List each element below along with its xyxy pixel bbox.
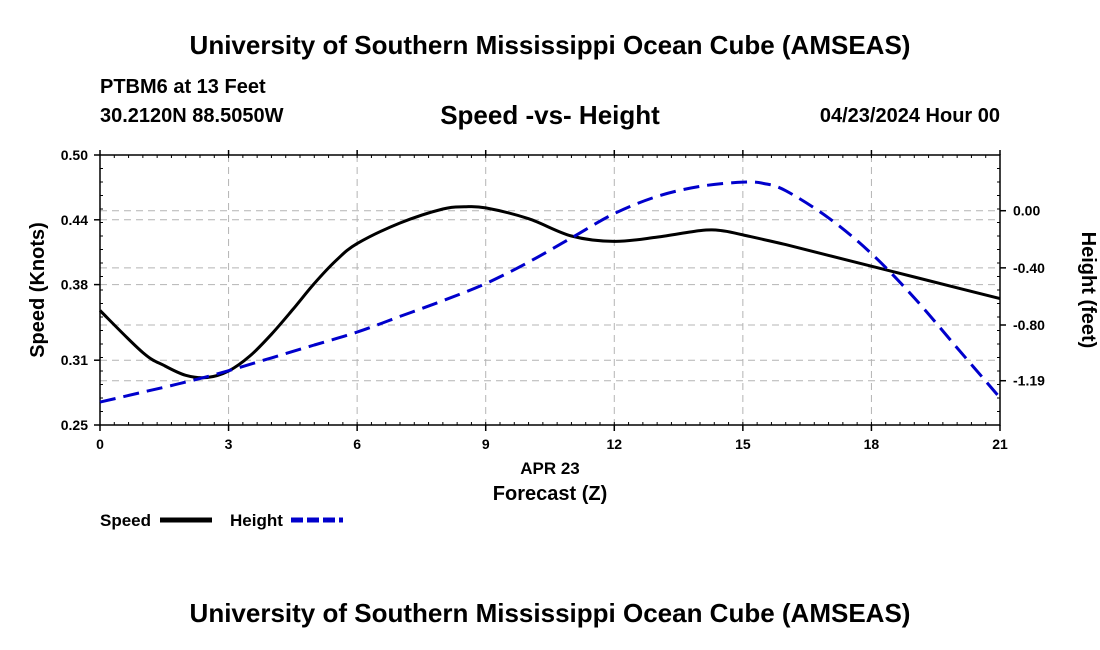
x-tick-label: 0 [96, 436, 104, 452]
x-tick-label: 9 [482, 436, 490, 452]
page-title: University of Southern Mississippi Ocean… [189, 30, 911, 60]
station-label: PTBM6 at 13 Feet [100, 76, 266, 98]
y-left-tick-label: 0.44 [61, 212, 88, 228]
x-tick-label: 21 [992, 436, 1008, 452]
coordinates-label: 30.2120N 88.5050W [100, 105, 284, 127]
y-left-axis-label: Speed (Knots) [27, 222, 49, 358]
y-right-tick-label: -1.19 [1013, 373, 1045, 389]
x-axis-label: Forecast (Z) [493, 483, 607, 505]
series-line-height [99, 180, 1002, 404]
y-left-tick-label: 0.31 [61, 352, 88, 368]
legend-label-speed: Speed [100, 511, 151, 530]
x-tick-label: 15 [735, 436, 751, 452]
chart-title: Speed -vs- Height [440, 100, 660, 130]
datetime-label: 04/23/2024 Hour 00 [819, 105, 1000, 127]
x-tick-label: 3 [225, 436, 233, 452]
series-line-speed [98, 205, 1001, 380]
y-right-tick-label: 0.00 [1013, 203, 1040, 219]
legend-label-height: Height [230, 511, 283, 530]
y-left-tick-label: 0.25 [61, 417, 88, 433]
plot-frame [99, 154, 1001, 426]
x-axis-date-label: APR 23 [520, 459, 580, 478]
footer-title: University of Southern Mississippi Ocean… [189, 598, 911, 628]
y-right-axis-label: Height (feet) [1077, 232, 1099, 349]
x-tick-label: 12 [606, 436, 622, 452]
x-tick-label: 18 [864, 436, 880, 452]
y-right-tick-label: -0.40 [1013, 260, 1045, 276]
y-left-tick-label: 0.38 [61, 277, 88, 293]
y-right-tick-label: -0.80 [1013, 317, 1045, 333]
x-tick-label: 6 [353, 436, 361, 452]
y-left-tick-label: 0.50 [61, 147, 88, 163]
